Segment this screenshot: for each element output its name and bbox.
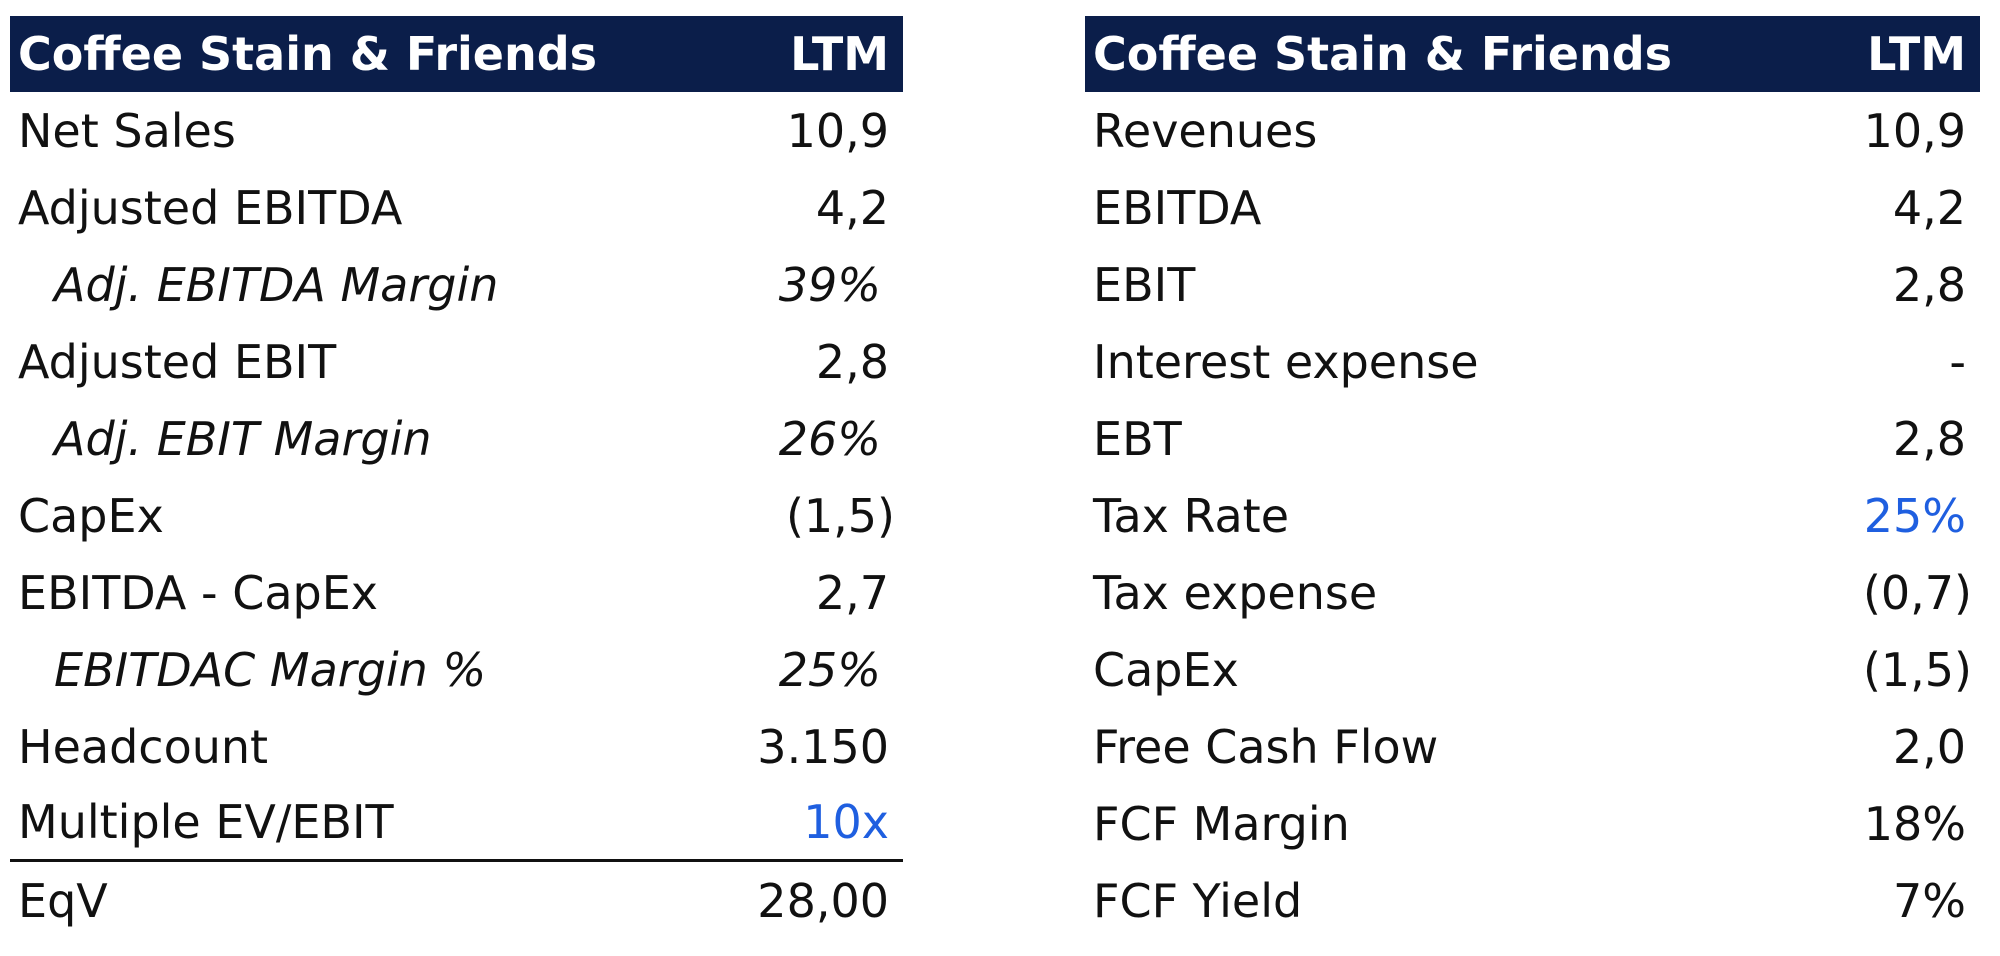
row-label: EBITDA - CapEx xyxy=(18,565,379,620)
row-value: 25% xyxy=(778,642,881,697)
table-row: Adj. EBIT Margin 26% xyxy=(10,400,903,477)
row-label: FCF Margin xyxy=(1093,796,1350,851)
row-value: 18% xyxy=(1863,796,1966,851)
table-row: Adj. EBITDA Margin 39% xyxy=(10,246,903,323)
left-valuation-table: Coffee Stain & Friends LTM Net Sales 10,… xyxy=(10,16,903,939)
table-row: FCF Yield 7% xyxy=(1085,862,1980,939)
row-label: EBT xyxy=(1093,411,1182,466)
table-row: Revenues 10,9 xyxy=(1085,92,1980,169)
row-value: 2,8 xyxy=(1892,411,1966,466)
row-label: Adjusted EBIT xyxy=(18,334,337,389)
row-value: 26% xyxy=(778,411,881,466)
row-label: Adjusted EBITDA xyxy=(18,180,403,235)
table-row: Tax expense (0,7) xyxy=(1085,554,1980,631)
row-value: 10,9 xyxy=(786,103,889,158)
table-row: FCF Margin 18% xyxy=(1085,785,1980,862)
table-row: EBT 2,8 xyxy=(1085,400,1980,477)
row-label: Headcount xyxy=(18,719,269,774)
left-table-header: Coffee Stain & Friends LTM xyxy=(10,16,903,92)
row-value: (1,5) xyxy=(1862,642,1972,697)
table-row: EBITDAC Margin % 25% xyxy=(10,631,903,708)
table-row: Headcount 3.150 xyxy=(10,708,903,785)
row-value: 2,0 xyxy=(1892,719,1966,774)
table-row: EBITDA - CapEx 2,7 xyxy=(10,554,903,631)
row-value: (1,5) xyxy=(785,488,895,543)
row-value: 2,8 xyxy=(1892,257,1966,312)
row-value: 2,8 xyxy=(815,334,889,389)
left-header-title: Coffee Stain & Friends xyxy=(18,27,598,81)
table-row: Adjusted EBIT 2,8 xyxy=(10,323,903,400)
table-row: CapEx (1,5) xyxy=(10,477,903,554)
row-label: CapEx xyxy=(18,488,164,543)
table-row: EBITDA 4,2 xyxy=(1085,169,1980,246)
row-label: Multiple EV/EBIT xyxy=(18,795,394,849)
right-header-title: Coffee Stain & Friends xyxy=(1093,27,1673,81)
left-header-period: LTM xyxy=(790,27,889,81)
row-value: 2,7 xyxy=(815,565,889,620)
table-row: CapEx (1,5) xyxy=(1085,631,1980,708)
table-row: Free Cash Flow 2,0 xyxy=(1085,708,1980,785)
table-row: Net Sales 10,9 xyxy=(10,92,903,169)
row-label: Net Sales xyxy=(18,103,236,158)
row-label: Adj. EBITDA Margin xyxy=(54,257,499,312)
row-label: EBIT xyxy=(1093,257,1196,312)
row-label: Interest expense xyxy=(1093,334,1479,389)
multiple-input-value: 10x xyxy=(803,795,889,849)
table-row: Interest expense - xyxy=(1085,323,1980,400)
row-value: - xyxy=(1949,334,1966,389)
row-label: Free Cash Flow xyxy=(1093,719,1439,774)
row-label: CapEx xyxy=(1093,642,1239,697)
tax-rate-input-value: 25% xyxy=(1863,488,1966,543)
row-value: 4,2 xyxy=(815,180,889,235)
row-label: Tax expense xyxy=(1093,565,1378,620)
right-header-period: LTM xyxy=(1867,27,1966,81)
table-row: Tax Rate 25% xyxy=(1085,477,1980,554)
row-label: Revenues xyxy=(1093,103,1318,158)
row-label: EBITDA xyxy=(1093,180,1262,235)
table-row: Adjusted EBITDA 4,2 xyxy=(10,169,903,246)
right-fcf-table: Coffee Stain & Friends LTM Revenues 10,9… xyxy=(1085,16,1980,939)
table-row: Multiple EV/EBIT 10x xyxy=(10,785,903,862)
table-row: EqV 28,00 xyxy=(10,862,903,939)
table-row: EBIT 2,8 xyxy=(1085,246,1980,323)
row-label: EqV xyxy=(18,873,108,928)
row-label: FCF Yield xyxy=(1093,873,1303,928)
row-value: 28,00 xyxy=(757,873,889,928)
row-value: (0,7) xyxy=(1862,565,1972,620)
row-value: 4,2 xyxy=(1892,180,1966,235)
row-value: 7% xyxy=(1893,873,1966,928)
row-label: EBITDAC Margin % xyxy=(54,642,487,697)
row-value: 10,9 xyxy=(1863,103,1966,158)
row-label: Adj. EBIT Margin xyxy=(54,411,432,466)
row-value: 39% xyxy=(778,257,881,312)
right-table-header: Coffee Stain & Friends LTM xyxy=(1085,16,1980,92)
row-value: 3.150 xyxy=(757,719,889,774)
row-label: Tax Rate xyxy=(1093,488,1289,543)
